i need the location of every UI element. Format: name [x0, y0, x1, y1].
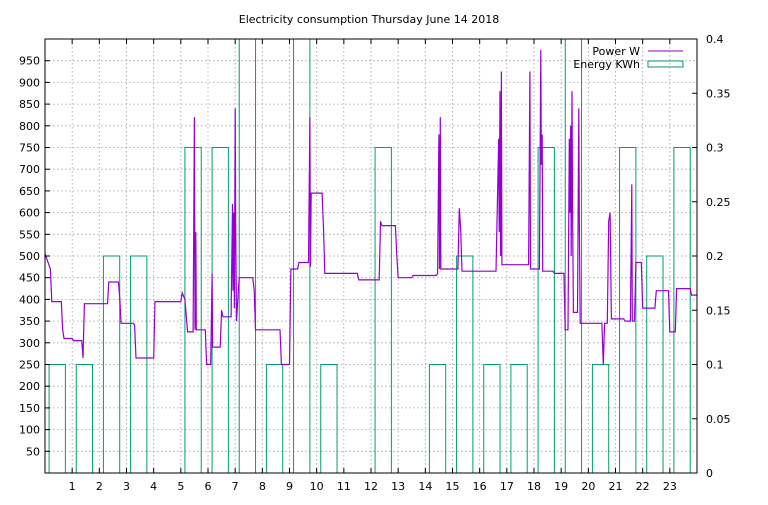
- legend-swatch-energy: [647, 60, 684, 68]
- y2-tick-label: 0.4: [706, 33, 724, 46]
- y-tick-label: 750: [19, 142, 40, 155]
- x-tick-label: 4: [150, 480, 157, 493]
- power-line: [44, 49, 697, 366]
- x-tick-label: 23: [663, 480, 677, 493]
- energy-bar: [537, 147, 555, 474]
- y-tick-label: 100: [19, 424, 40, 437]
- y2-tick-label: 0.3: [706, 142, 724, 155]
- y-tick-label: 150: [19, 402, 40, 415]
- legend-label-energy: Energy KWh: [573, 58, 640, 71]
- y-tick-label: 500: [19, 250, 40, 263]
- energy-bar: [619, 147, 637, 474]
- y-tick-label: 650: [19, 185, 40, 198]
- y-tick-label: 300: [19, 337, 40, 350]
- x-tick-label: 13: [391, 480, 405, 493]
- x-tick-label: 9: [286, 480, 293, 493]
- x-tick-label: 16: [473, 480, 487, 493]
- x-tick-label: 7: [232, 480, 239, 493]
- y-tick-label: 950: [19, 55, 40, 68]
- x-tick-label: 1: [69, 480, 76, 493]
- x-tick-label: 22: [636, 480, 650, 493]
- y2-tick-label: 0.15: [706, 304, 731, 317]
- x-tick-label: 21: [609, 480, 623, 493]
- y-tick-label: 400: [19, 293, 40, 306]
- y-tick-label: 800: [19, 120, 40, 133]
- y-tick-label: 250: [19, 359, 40, 372]
- x-tick-label: 6: [205, 480, 212, 493]
- power-series: [44, 49, 697, 366]
- x-tick-label: 5: [177, 480, 184, 493]
- y-tick-label: 700: [19, 163, 40, 176]
- y-tick-label: 900: [19, 76, 40, 89]
- x-tick-label: 15: [446, 480, 460, 493]
- axis-layer: 1 2 3 4 5 6 7 8 9 10 11 12 13 14 15 16 17 18 19 20 21 22 23501…: [19, 33, 731, 493]
- energy-bar: [483, 364, 501, 474]
- energy-bar: [75, 364, 94, 474]
- x-tick-label: 14: [418, 480, 432, 493]
- x-tick-label: 8: [259, 480, 266, 493]
- energy-bar: [265, 364, 284, 474]
- x-tick-label: 11: [337, 480, 351, 493]
- y-tick-label: 450: [19, 272, 40, 285]
- energy-bar: [510, 364, 528, 474]
- y-tick-label: 550: [19, 228, 40, 241]
- y2-tick-label: 0.35: [706, 87, 731, 100]
- energy-bar: [428, 364, 447, 474]
- energy-bar: [320, 364, 338, 474]
- legend-label-power: Power W: [592, 45, 640, 58]
- y2-tick-label: 0: [706, 467, 713, 480]
- y2-tick-label: 0.1: [706, 359, 724, 372]
- energy-bar: [211, 147, 229, 474]
- x-tick-label: 19: [554, 480, 568, 493]
- x-tick-label: 10: [310, 480, 324, 493]
- y2-tick-label: 0.2: [706, 250, 724, 263]
- legend: Power W Energy KWh: [573, 45, 684, 71]
- grid-layer: [45, 39, 697, 473]
- y-tick-label: 350: [19, 315, 40, 328]
- y-tick-label: 600: [19, 207, 40, 220]
- y-tick-label: 50: [26, 445, 40, 458]
- x-tick-label: 20: [581, 480, 595, 493]
- energy-bar: [374, 147, 392, 474]
- chart-title: Electricity consumption Thursday June 14…: [239, 13, 499, 26]
- y-tick-label: 850: [19, 98, 40, 111]
- x-tick-label: 18: [527, 480, 541, 493]
- x-tick-label: 17: [500, 480, 514, 493]
- y-tick-label: 200: [19, 380, 40, 393]
- x-tick-label: 3: [123, 480, 130, 493]
- energy-bar: [591, 364, 610, 474]
- energy-bar: [48, 364, 66, 474]
- x-tick-label: 2: [96, 480, 103, 493]
- y2-tick-label: 0.05: [706, 413, 731, 426]
- y2-tick-label: 0.25: [706, 196, 731, 209]
- x-tick-label: 12: [364, 480, 378, 493]
